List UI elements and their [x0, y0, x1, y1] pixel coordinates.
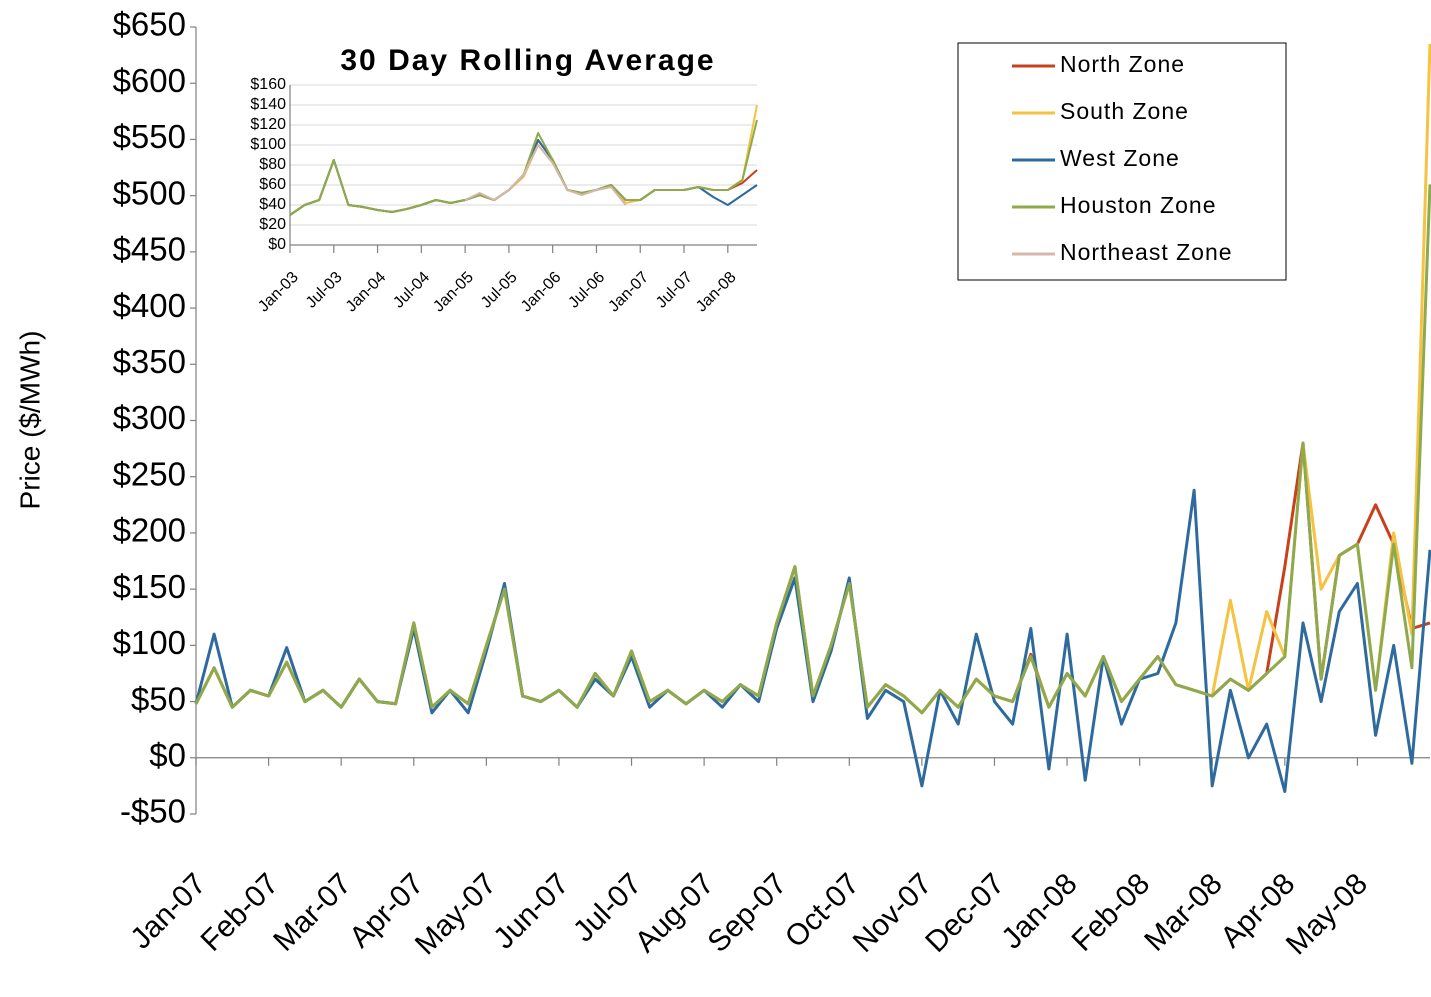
inset-title: 30 Day Rolling Average	[340, 44, 715, 77]
y-tick-label: $500	[113, 174, 186, 211]
x-tick-label: Jan-03	[255, 269, 302, 316]
x-tick-label: Jan-08	[693, 269, 740, 316]
y-tick-label: $0	[268, 236, 286, 253]
x-tick-label: Jul-05	[478, 269, 521, 312]
x-tick-label: Jan-06	[518, 269, 565, 316]
y-tick-label: $250	[113, 455, 186, 492]
series-line	[289, 104, 758, 216]
x-tick-label: Feb-07	[195, 867, 286, 958]
x-tick-label: Sep-07	[702, 867, 794, 959]
x-tick-label: Jul-06	[565, 269, 608, 312]
x-tick-label: Dec-07	[919, 867, 1011, 959]
y-tick-label: $200	[113, 512, 186, 549]
series-line	[289, 119, 758, 216]
y-tick-label: $600	[113, 62, 186, 99]
x-tick-label: Jul-03	[303, 269, 346, 312]
y-tick-label: $50	[131, 680, 186, 717]
legend-label: Houston Zone	[1060, 192, 1216, 218]
legend-label: North Zone	[1060, 51, 1185, 77]
y-tick-label: $140	[250, 96, 286, 113]
x-tick-label: Nov-07	[847, 867, 939, 959]
y-tick-label: $80	[259, 156, 286, 173]
y-tick-label: $400	[113, 287, 186, 324]
y-tick-label: $550	[113, 118, 186, 155]
legend-label: South Zone	[1060, 98, 1189, 124]
y-tick-label: $150	[113, 568, 186, 605]
y-axis-title: Price ($/MWh)	[14, 331, 45, 510]
x-tick-label: Jul-07	[653, 269, 696, 312]
y-tick-label: $100	[250, 136, 286, 153]
series-line	[194, 184, 1431, 715]
series-line	[464, 144, 627, 206]
x-tick-label: Mar-07	[267, 867, 358, 958]
legend-label: Northeast Zone	[1060, 239, 1233, 265]
x-tick-label: Jul-04	[390, 269, 433, 312]
y-tick-label: $350	[113, 343, 186, 380]
x-tick-label: Jan-05	[430, 269, 477, 316]
y-tick-label: $160	[250, 76, 286, 93]
y-tick-label: $0	[149, 737, 186, 774]
x-tick-label: Jan-07	[605, 269, 652, 316]
y-tick-label: $650	[113, 6, 186, 43]
y-tick-label: $100	[113, 624, 186, 661]
x-tick-label: Feb-08	[1066, 867, 1157, 958]
y-tick-label: -$50	[120, 793, 186, 830]
legend-label: West Zone	[1060, 145, 1180, 171]
y-tick-label: $20	[259, 216, 286, 233]
x-tick-label: Jan-08	[995, 867, 1083, 955]
y-tick-label: $300	[113, 399, 186, 436]
x-tick-label: Jun-07	[487, 867, 575, 955]
x-tick-label: May-08	[1280, 867, 1374, 961]
y-tick-label: $450	[113, 231, 186, 268]
x-tick-label: May-07	[409, 867, 503, 961]
series-line	[194, 488, 1431, 793]
y-tick-label: $60	[259, 176, 286, 193]
x-tick-label: Mar-08	[1138, 867, 1229, 958]
x-tick-label: Aug-07	[629, 867, 721, 959]
y-tick-label: $120	[250, 116, 286, 133]
x-tick-label: Jan-04	[343, 269, 390, 316]
x-tick-label: Jan-07	[124, 867, 212, 955]
y-tick-label: $40	[259, 196, 286, 213]
